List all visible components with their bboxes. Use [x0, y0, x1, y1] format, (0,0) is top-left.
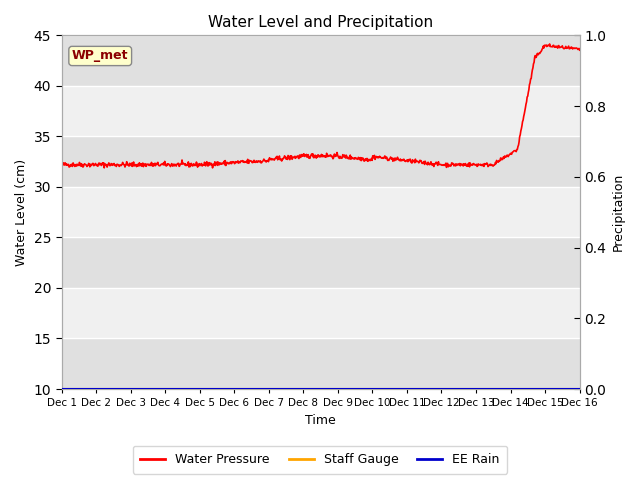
Water Pressure: [209, 165, 216, 171]
Water Pressure: [114, 162, 122, 168]
EE Rain: [448, 386, 456, 392]
EE Rain: [505, 386, 513, 392]
EE Rain: [114, 386, 122, 392]
Bar: [61, 187, 580, 238]
EE Rain: [193, 386, 200, 392]
EE Rain: [426, 386, 434, 392]
Staff Gauge: [426, 386, 434, 392]
Y-axis label: Precipitation: Precipitation: [612, 173, 625, 252]
Bar: [61, 136, 580, 187]
Water Pressure: [193, 159, 200, 165]
Line: Water Pressure: Water Pressure: [61, 44, 580, 168]
Legend: Water Pressure, Staff Gauge, EE Rain: Water Pressure, Staff Gauge, EE Rain: [133, 446, 507, 474]
EE Rain: [576, 386, 584, 392]
Bar: [61, 288, 580, 338]
Bar: [61, 86, 580, 136]
Water Pressure: [58, 161, 65, 167]
Staff Gauge: [279, 386, 287, 392]
Water Pressure: [576, 47, 584, 53]
Title: Water Level and Precipitation: Water Level and Precipitation: [208, 15, 433, 30]
EE Rain: [279, 386, 287, 392]
Staff Gauge: [193, 386, 200, 392]
Staff Gauge: [448, 386, 456, 392]
Bar: [61, 238, 580, 288]
Staff Gauge: [58, 386, 65, 392]
Water Pressure: [546, 41, 554, 47]
Bar: [61, 36, 580, 86]
Water Pressure: [280, 155, 287, 161]
EE Rain: [58, 386, 65, 392]
Staff Gauge: [114, 386, 122, 392]
Water Pressure: [449, 161, 456, 167]
Y-axis label: Water Level (cm): Water Level (cm): [15, 158, 28, 266]
Staff Gauge: [505, 386, 513, 392]
Text: WP_met: WP_met: [72, 49, 129, 62]
Water Pressure: [506, 152, 513, 158]
Water Pressure: [427, 159, 435, 165]
Bar: [61, 338, 580, 389]
X-axis label: Time: Time: [305, 414, 336, 427]
Staff Gauge: [576, 386, 584, 392]
